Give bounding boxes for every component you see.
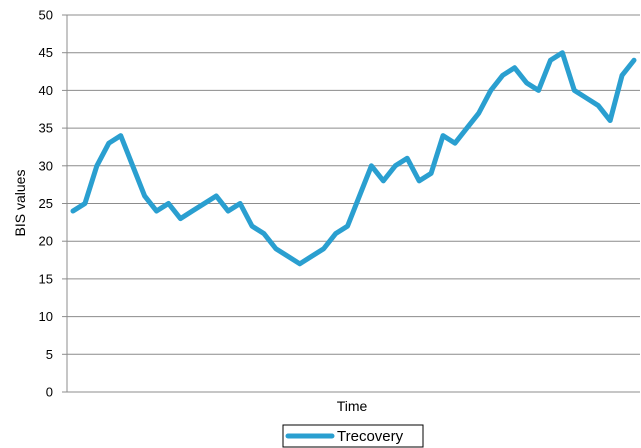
series-layer xyxy=(70,50,637,267)
y-tick-label-25: 25 xyxy=(39,196,53,211)
y-tick-label-50: 50 xyxy=(39,8,53,23)
y-tick-label-35: 35 xyxy=(39,121,53,136)
x-axis-title: Time xyxy=(337,398,368,414)
y-tick-label-45: 45 xyxy=(39,45,53,60)
y-tick-label-10: 10 xyxy=(39,309,53,324)
y-tick-label-15: 15 xyxy=(39,271,53,286)
gridlines xyxy=(62,14,640,393)
legend-box xyxy=(282,424,424,448)
y-tick-label-40: 40 xyxy=(39,83,53,98)
y-tick-label-5: 5 xyxy=(46,347,53,362)
legend: Trecovery xyxy=(282,424,424,448)
y-tick-label-20: 20 xyxy=(39,234,53,249)
y-axis-tick-labels: 0 5 10 15 20 25 30 35 40 45 50 xyxy=(39,8,53,400)
y-axis-title: BIS values xyxy=(12,170,28,237)
y-tick-label-30: 30 xyxy=(39,158,53,173)
legend-label-trecovery: Trecovery xyxy=(337,428,404,445)
y-tick-label-0: 0 xyxy=(46,385,53,400)
series-line-trecovery xyxy=(70,50,637,267)
